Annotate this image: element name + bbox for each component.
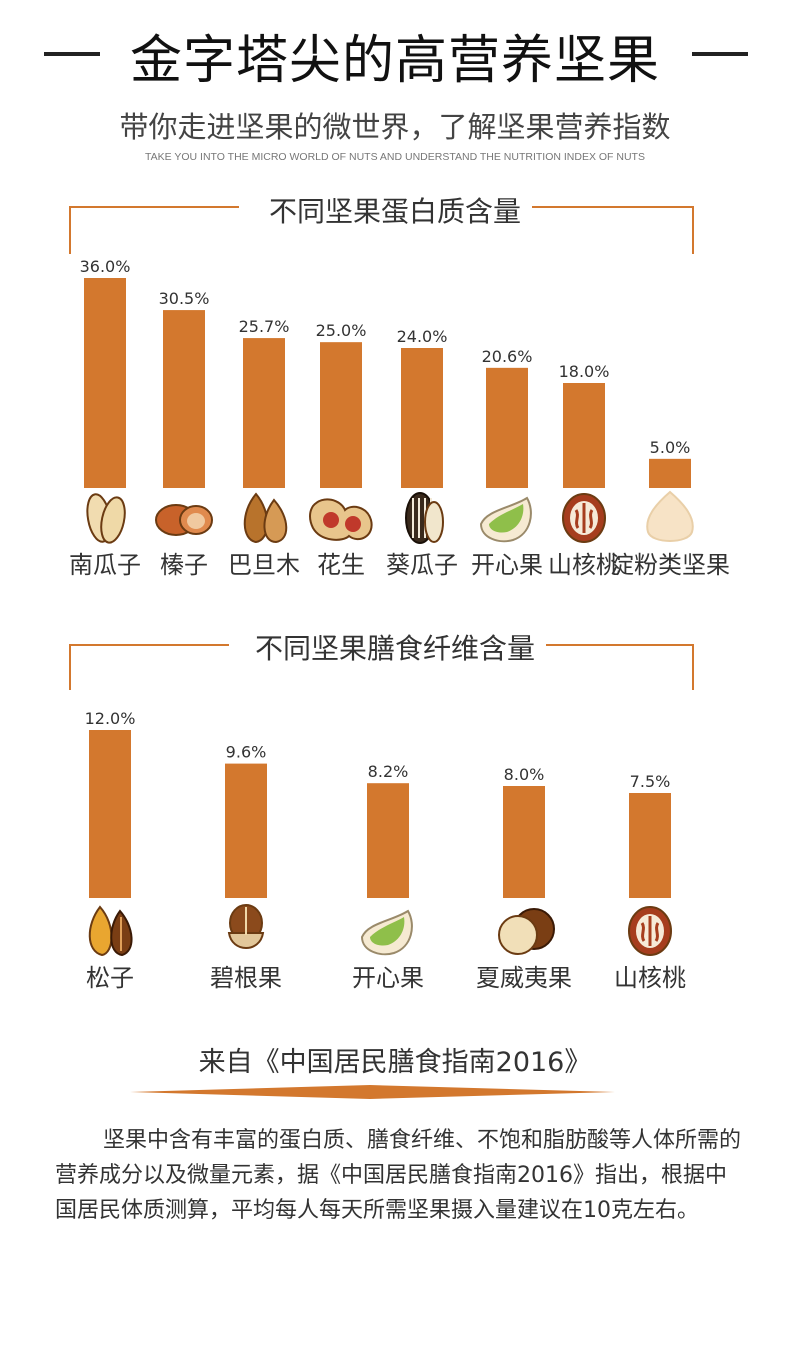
source-divider xyxy=(130,1085,615,1099)
pumpkin-seed-icon xyxy=(86,493,126,544)
fiber-bar xyxy=(89,730,131,898)
fiber-category-label: 松子 xyxy=(86,964,134,992)
protein-value-label: 25.7% xyxy=(239,317,290,336)
fiber-value-label: 7.5% xyxy=(630,772,671,791)
protein-bar xyxy=(563,383,605,488)
almond-icon xyxy=(243,492,288,544)
macadamia-icon xyxy=(498,908,555,955)
protein-category-label: 开心果 xyxy=(471,551,543,579)
fiber-category-label: 夏威夷果 xyxy=(476,964,572,992)
protein-category-label: 南瓜子 xyxy=(69,551,141,579)
title-left-dash xyxy=(44,52,100,56)
fiber-category-label: 开心果 xyxy=(352,964,424,992)
fiber-value-label: 12.0% xyxy=(85,709,136,728)
walnut-icon xyxy=(628,906,672,956)
protein-value-label: 18.0% xyxy=(559,362,610,381)
fiber-value-label: 8.2% xyxy=(368,762,409,781)
fiber-frame-right-top xyxy=(546,644,694,646)
fiber-frame-left-side xyxy=(69,644,71,690)
protein-frame-left-top xyxy=(69,206,239,208)
protein-bar xyxy=(401,348,443,488)
fiber-value-label: 9.6% xyxy=(226,743,267,762)
fiber-category-label: 山核桃 xyxy=(614,964,686,992)
fiber-bar xyxy=(225,763,267,898)
protein-bar xyxy=(84,278,126,488)
page-title: 金字塔尖的高营养坚果 xyxy=(129,31,660,91)
fiber-bar xyxy=(367,783,409,898)
fiber-bar xyxy=(503,786,545,898)
protein-value-label: 25.0% xyxy=(316,321,367,340)
chestnut-icon xyxy=(646,490,694,542)
protein-chart: 36.0% 南瓜子 30.5% 榛子 25.7% 巴旦木 25.0% 花生 24.0% 葵瓜子 20… xyxy=(69,257,730,579)
nutrition-paragraph: 坚果中含有丰富的蛋白质、膳食纤维、不饱和脂肪酸等人体所需的营养成分以及微量元素，… xyxy=(55,1128,742,1223)
protein-value-label: 36.0% xyxy=(80,257,131,276)
protein-category-label: 花生 xyxy=(317,551,365,579)
protein-value-label: 5.0% xyxy=(650,438,691,457)
protein-category-label: 山核桃 xyxy=(548,551,620,579)
protein-bar xyxy=(486,367,528,488)
page-subtitle-english: TAKE YOU INTO THE MICRO WORLD OF NUTS AN… xyxy=(145,151,645,163)
fiber-chart-title: 不同坚果膳食纤维含量 xyxy=(254,632,535,665)
fiber-value-label: 8.0% xyxy=(504,765,545,784)
fiber-bar xyxy=(629,793,671,898)
protein-chart-title: 不同坚果蛋白质含量 xyxy=(268,195,521,228)
fiber-frame-left-top xyxy=(69,644,229,646)
page-subtitle: 带你走进坚果的微世界，了解坚果营养指数 xyxy=(119,110,671,144)
title-right-dash xyxy=(692,52,748,56)
source-citation: 来自《中国居民膳食指南2016》 xyxy=(198,1047,592,1078)
pine-nut-icon xyxy=(88,905,133,957)
protein-frame-right-top xyxy=(532,206,694,208)
protein-frame-right-side xyxy=(692,206,694,254)
protein-category-label: 淀粉类坚果 xyxy=(610,551,730,579)
walnut-icon xyxy=(562,493,606,543)
pistachio-icon xyxy=(360,909,413,956)
protein-frame-left-side xyxy=(69,206,71,254)
fiber-category-label: 碧根果 xyxy=(210,964,282,992)
fiber-frame-right-side xyxy=(692,644,694,690)
protein-value-label: 24.0% xyxy=(397,327,448,346)
sunflower-seed-icon xyxy=(405,492,444,544)
protein-bar xyxy=(163,310,205,488)
protein-category-label: 葵瓜子 xyxy=(386,551,458,579)
protein-category-label: 榛子 xyxy=(160,551,208,579)
protein-value-label: 30.5% xyxy=(159,289,210,308)
protein-bar xyxy=(243,338,285,488)
pecan-icon xyxy=(227,904,265,949)
fiber-chart: 12.0% 松子 9.6% 碧根果 8.2% 开心果 8.0% 夏威夷果 7.5% 山核桃 xyxy=(85,709,686,992)
peanut-icon xyxy=(309,498,373,541)
protein-value-label: 20.6% xyxy=(482,347,533,366)
protein-category-label: 巴旦木 xyxy=(228,551,300,579)
protein-bar xyxy=(320,342,362,488)
hazelnut-icon xyxy=(155,504,213,536)
pistachio-icon xyxy=(479,496,532,543)
protein-bar xyxy=(649,458,691,488)
